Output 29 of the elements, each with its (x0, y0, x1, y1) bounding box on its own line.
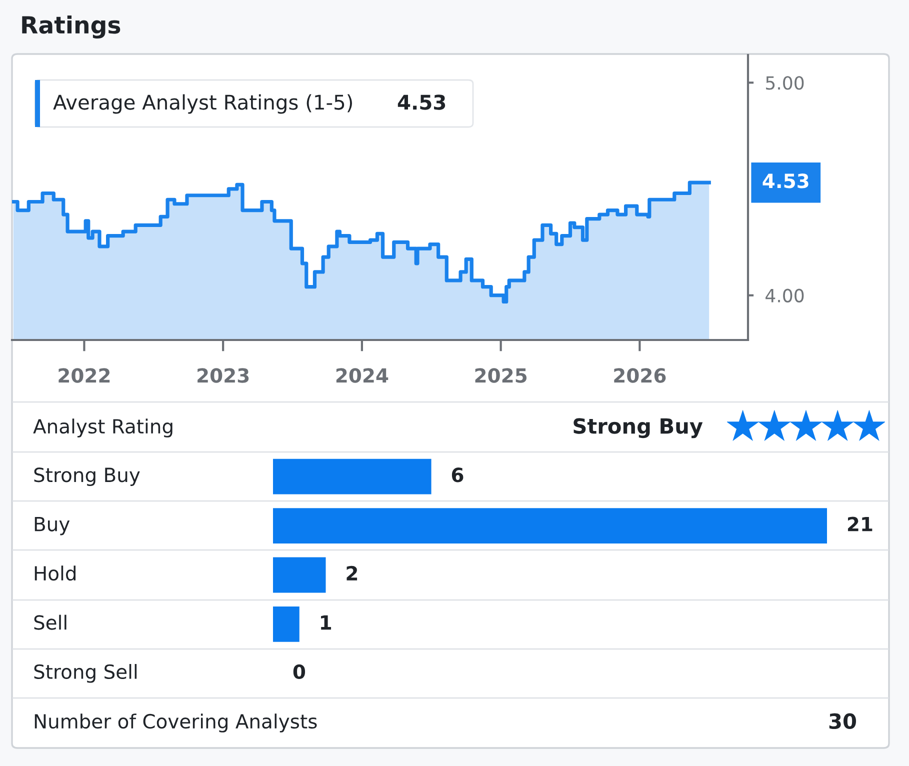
y-tick-label: Hold (34, 566, 76, 581)
y-tick-label: 5.00 (766, 76, 804, 90)
x-tick-label: 2023 (198, 368, 249, 383)
x-tick-label: 2022 (58, 368, 110, 383)
data-label: 1 (321, 615, 332, 630)
y-tick-label: 4.00 (766, 288, 804, 302)
annotation: 4.53 (398, 94, 446, 110)
bar (273, 606, 300, 642)
x-tick-label: 2026 (614, 368, 666, 383)
text: Number of Covering Analysts (34, 714, 317, 732)
x-tick-label: 2025 (475, 368, 527, 383)
annotation: 4.53 (762, 174, 808, 188)
y-tick-label: Strong Buy (34, 468, 140, 486)
bar (273, 508, 827, 544)
data-label: 0 (293, 664, 306, 680)
y-tick-label: Sell (34, 614, 66, 630)
text: 30 (829, 713, 856, 730)
x-tick-label: 2024 (336, 368, 388, 383)
data-label: 2 (346, 566, 358, 580)
bar (273, 557, 326, 593)
text: Analyst Rating (33, 418, 172, 438)
y-tick-label: Buy (34, 516, 70, 536)
bar (273, 458, 432, 494)
text: Strong Buy (574, 418, 703, 438)
chart-title: Ratings (22, 15, 120, 39)
data-label: 6 (452, 468, 464, 482)
y-tick-label: Strong Sell (34, 664, 137, 683)
data-label: 21 (848, 516, 872, 532)
text: Average Analyst Ratings (1-5) (53, 94, 352, 114)
